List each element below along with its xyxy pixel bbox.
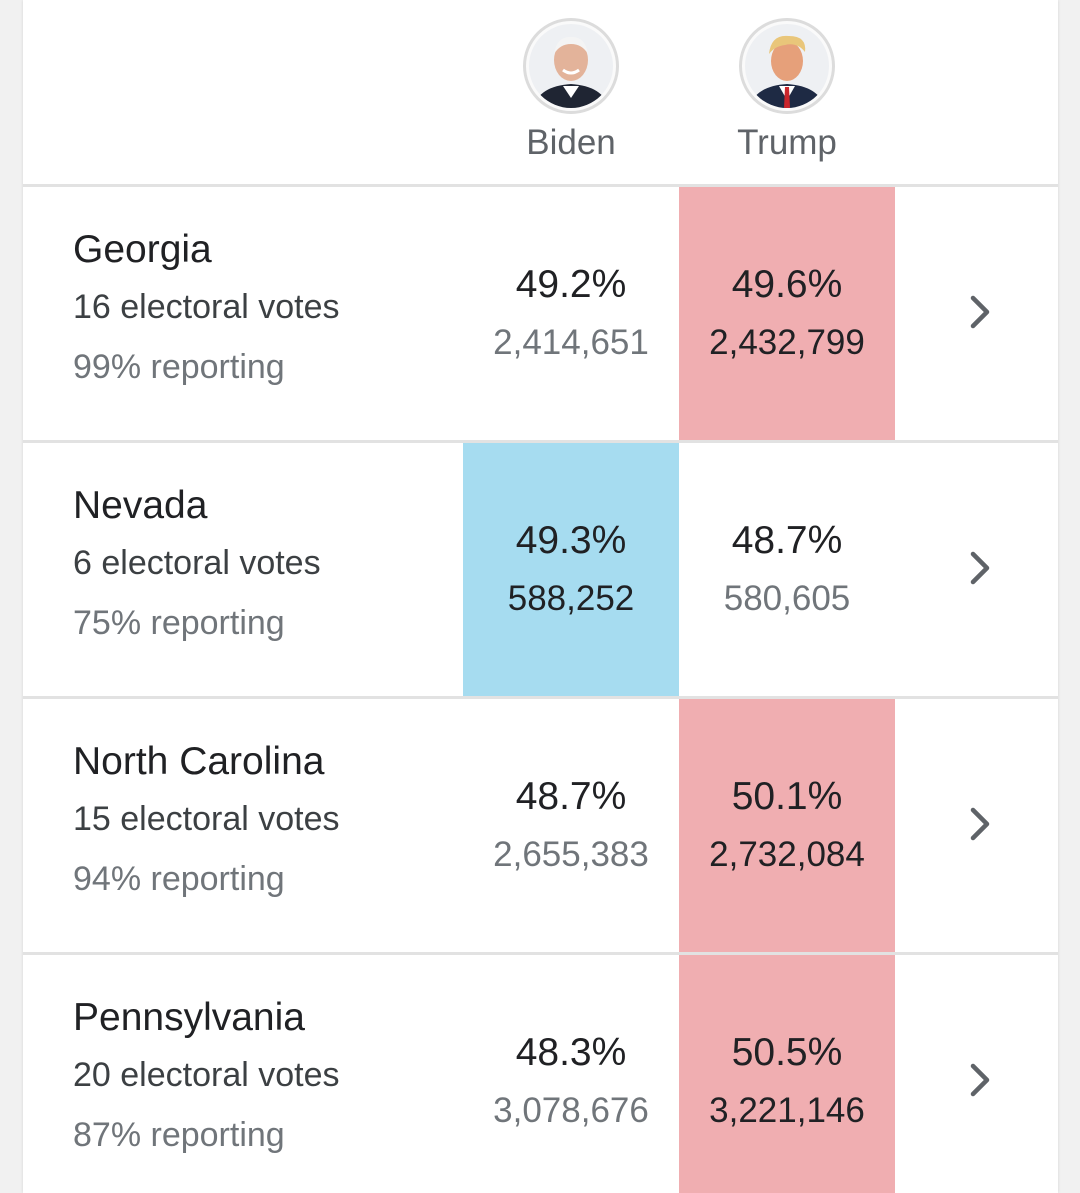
biden-result-cell: 48.3% 3,078,676: [463, 955, 679, 1193]
trump-vote-count: 3,221,146: [709, 1091, 865, 1130]
state-name: Georgia: [73, 228, 212, 271]
electoral-votes: 6 electoral votes: [73, 544, 321, 582]
candidate-name: Biden: [526, 123, 616, 162]
biden-result-cell: 48.7% 2,655,383: [463, 699, 679, 952]
state-row-north-carolina[interactable]: North Carolina 15 electoral votes 94% re…: [23, 699, 1058, 955]
electoral-votes: 15 electoral votes: [73, 800, 340, 838]
trump-result-cell: 50.5% 3,221,146: [679, 955, 895, 1193]
reporting-status: 87% reporting: [73, 1116, 285, 1154]
state-info: Georgia 16 electoral votes 99% reporting: [73, 227, 340, 387]
candidate-trump: Trump: [679, 18, 895, 164]
candidates-header: Biden Trump: [23, 0, 1058, 187]
candidate-biden: Biden: [463, 18, 679, 164]
biden-percentage: 48.3%: [515, 1031, 627, 1074]
biden-vote-count: 2,655,383: [493, 835, 649, 874]
biden-percentage: 49.2%: [515, 263, 627, 306]
biden-vote-count: 588,252: [507, 579, 635, 618]
election-results-card: Biden Trump Georgi: [23, 0, 1058, 1193]
trump-percentage: 48.7%: [731, 519, 843, 562]
state-name: North Carolina: [73, 740, 325, 783]
state-name: Pennsylvania: [73, 996, 305, 1039]
trump-vote-count: 580,605: [723, 579, 851, 618]
trump-percentage: 50.1%: [731, 775, 843, 818]
trump-vote-count: 2,432,799: [709, 323, 865, 362]
state-info: North Carolina 15 electoral votes 94% re…: [73, 739, 340, 899]
reporting-status: 75% reporting: [73, 604, 285, 642]
biden-percentage: 48.7%: [515, 775, 627, 818]
trump-vote-count: 2,732,084: [709, 835, 865, 874]
trump-result-cell: 49.6% 2,432,799: [679, 187, 895, 440]
state-row-pennsylvania[interactable]: Pennsylvania 20 electoral votes 87% repo…: [23, 955, 1058, 1193]
electoral-votes: 20 electoral votes: [73, 1056, 340, 1094]
biden-result-cell: 49.3% 588,252: [463, 443, 679, 696]
state-info: Pennsylvania 20 electoral votes 87% repo…: [73, 995, 340, 1155]
chevron-right-icon[interactable]: [961, 548, 1001, 588]
trump-portrait-icon: [739, 18, 835, 114]
state-row-georgia[interactable]: Georgia 16 electoral votes 99% reporting…: [23, 187, 1058, 443]
trump-percentage: 50.5%: [731, 1031, 843, 1074]
chevron-right-icon[interactable]: [961, 804, 1001, 844]
chevron-right-icon[interactable]: [961, 292, 1001, 332]
candidate-name: Trump: [737, 123, 837, 162]
chevron-right-icon[interactable]: [961, 1060, 1001, 1100]
trump-result-cell: 48.7% 580,605: [679, 443, 895, 696]
state-row-nevada[interactable]: Nevada 6 electoral votes 75% reporting 4…: [23, 443, 1058, 699]
reporting-status: 94% reporting: [73, 860, 285, 898]
biden-vote-count: 2,414,651: [493, 323, 649, 362]
state-name: Nevada: [73, 484, 208, 527]
trump-percentage: 49.6%: [731, 263, 843, 306]
biden-portrait-icon: [523, 18, 619, 114]
reporting-status: 99% reporting: [73, 348, 285, 386]
electoral-votes: 16 electoral votes: [73, 288, 340, 326]
state-info: Nevada 6 electoral votes 75% reporting: [73, 483, 321, 643]
biden-vote-count: 3,078,676: [493, 1091, 649, 1130]
biden-percentage: 49.3%: [515, 519, 627, 562]
trump-result-cell: 50.1% 2,732,084: [679, 699, 895, 952]
biden-result-cell: 49.2% 2,414,651: [463, 187, 679, 440]
